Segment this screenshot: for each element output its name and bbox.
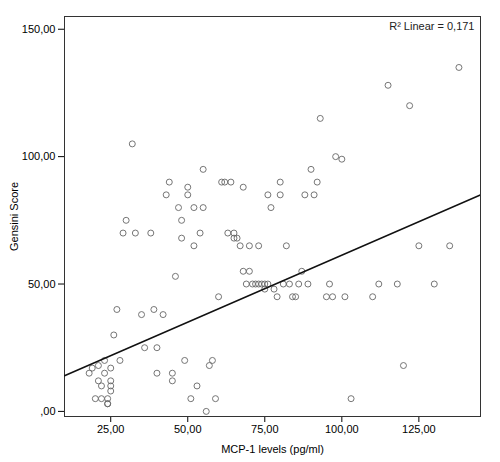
svg-text:125,00: 125,00 — [402, 423, 436, 435]
svg-text:100,00: 100,00 — [325, 423, 359, 435]
svg-text:,00: ,00 — [40, 405, 55, 417]
svg-text:R² Linear = 0,171: R² Linear = 0,171 — [389, 20, 474, 32]
svg-text:150,00: 150,00 — [22, 23, 56, 35]
svg-text:25,00: 25,00 — [97, 423, 125, 435]
svg-text:100,00: 100,00 — [22, 150, 56, 162]
svg-text:50,00: 50,00 — [28, 278, 56, 290]
svg-text:Gensini Score: Gensini Score — [8, 182, 20, 251]
svg-text:MCP-1 levels (pg/ml): MCP-1 levels (pg/ml) — [221, 443, 324, 455]
svg-text:75,00: 75,00 — [251, 423, 279, 435]
svg-text:50,00: 50,00 — [174, 423, 202, 435]
